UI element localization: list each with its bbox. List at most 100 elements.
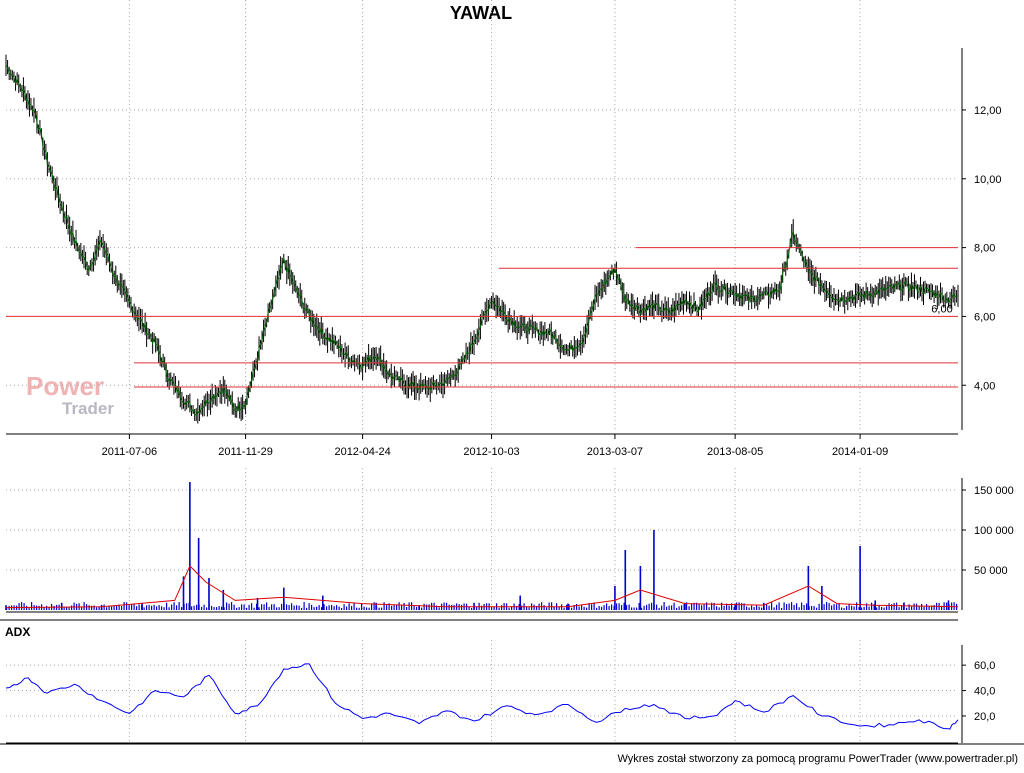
volume-panel: 50 000 100 000 150 000 <box>0 468 1014 621</box>
volume-bar <box>293 605 295 610</box>
volume-bar <box>113 605 115 610</box>
volume-bar <box>953 602 955 610</box>
volume-bar <box>156 606 158 610</box>
volume-bar <box>243 604 245 610</box>
volume-bar <box>913 603 915 610</box>
volume-bar <box>568 604 570 610</box>
volume-bar <box>153 604 155 610</box>
volume-bar <box>753 607 755 610</box>
volume-bar <box>38 605 40 610</box>
y-tick-label: 50 000 <box>974 565 1008 577</box>
volume-bar <box>258 607 260 610</box>
volume-bar <box>813 606 815 610</box>
volume-bar <box>398 602 400 610</box>
volume-bar <box>248 604 250 610</box>
volume-bar <box>368 607 370 610</box>
volume-bar <box>178 602 180 610</box>
level-label: 6,00 <box>931 303 952 315</box>
volume-bar <box>766 604 768 610</box>
volume-bar <box>323 604 325 610</box>
volume-bar <box>798 607 800 610</box>
y-tick-label: 20,0 <box>974 711 995 723</box>
volume-bar <box>588 603 590 610</box>
volume-bar <box>676 607 678 610</box>
volume-bar <box>521 605 523 610</box>
volume-bar <box>426 604 428 610</box>
volume-bar <box>861 607 863 610</box>
adx-label: ADX <box>5 625 30 639</box>
volume-bar <box>123 602 125 610</box>
volume-bar <box>148 604 150 610</box>
volume-bar <box>583 606 585 610</box>
volume-bar <box>322 595 324 610</box>
volume-bar <box>786 604 788 610</box>
volume-bar <box>46 605 48 610</box>
volume-bar <box>401 604 403 610</box>
volume-bar <box>716 606 718 610</box>
volume-bar <box>878 605 880 610</box>
volume-bar <box>698 603 700 610</box>
volume-bar <box>859 546 861 610</box>
volume-bar <box>236 607 238 610</box>
volume-bar <box>911 606 913 610</box>
volume-bar <box>543 605 545 610</box>
price-line <box>5 64 959 416</box>
volume-bar <box>346 606 348 610</box>
volume-bar <box>163 607 165 610</box>
volume-bar <box>768 605 770 610</box>
volume-bar <box>493 606 495 610</box>
volume-bar <box>53 605 55 610</box>
volume-bar <box>631 607 633 610</box>
volume-bar <box>921 603 923 610</box>
volume-bar <box>748 607 750 610</box>
volume-bar <box>111 606 113 610</box>
volume-bar <box>448 604 450 610</box>
volume-bar <box>196 604 198 610</box>
volume-bar <box>418 605 420 610</box>
volume-bar <box>228 603 230 610</box>
volume-bar <box>231 602 233 610</box>
volume-bar <box>333 606 335 610</box>
volume-bar <box>678 606 680 610</box>
volume-bar <box>926 604 928 610</box>
volume-bar <box>638 602 640 610</box>
volume-bar <box>896 602 898 610</box>
volume-bar <box>781 607 783 610</box>
volume-bar <box>901 605 903 610</box>
y-tick-label: 40,0 <box>974 686 995 698</box>
volume-bar <box>306 607 308 610</box>
volume-bar <box>423 603 425 610</box>
volume-bar <box>648 603 650 610</box>
volume-bar <box>311 604 313 610</box>
volume-bar <box>21 602 23 610</box>
volume-bar <box>681 605 683 610</box>
volume-bar <box>468 606 470 610</box>
volume-bar <box>373 602 375 610</box>
volume-bar <box>576 603 578 610</box>
volume-bar <box>898 607 900 610</box>
volume-bar <box>821 586 823 610</box>
volume-bar <box>653 530 655 610</box>
volume-bar <box>931 605 933 610</box>
volume-bar <box>626 605 628 610</box>
volume-bar <box>388 603 390 610</box>
volume-bar <box>73 602 75 610</box>
volume-bar <box>863 606 865 610</box>
volume-bar <box>138 604 140 610</box>
volume-bar <box>271 604 273 610</box>
volume-bar <box>618 603 620 610</box>
volume-bar <box>238 607 240 610</box>
volume-bar <box>391 605 393 610</box>
volume-bar <box>811 605 813 610</box>
volume-bar <box>151 605 153 610</box>
volume-bar <box>461 604 463 610</box>
footer-credit: Wykres został stworzony za pomocą progra… <box>617 753 1018 765</box>
volume-bar <box>408 602 410 610</box>
volume-bar <box>873 604 875 610</box>
y-tick-label: 8,00 <box>974 243 995 255</box>
volume-bar <box>378 607 380 610</box>
volume-bar <box>491 607 493 610</box>
volume-bar <box>606 603 608 610</box>
volume-bar <box>201 606 203 610</box>
volume-bar <box>803 604 805 610</box>
